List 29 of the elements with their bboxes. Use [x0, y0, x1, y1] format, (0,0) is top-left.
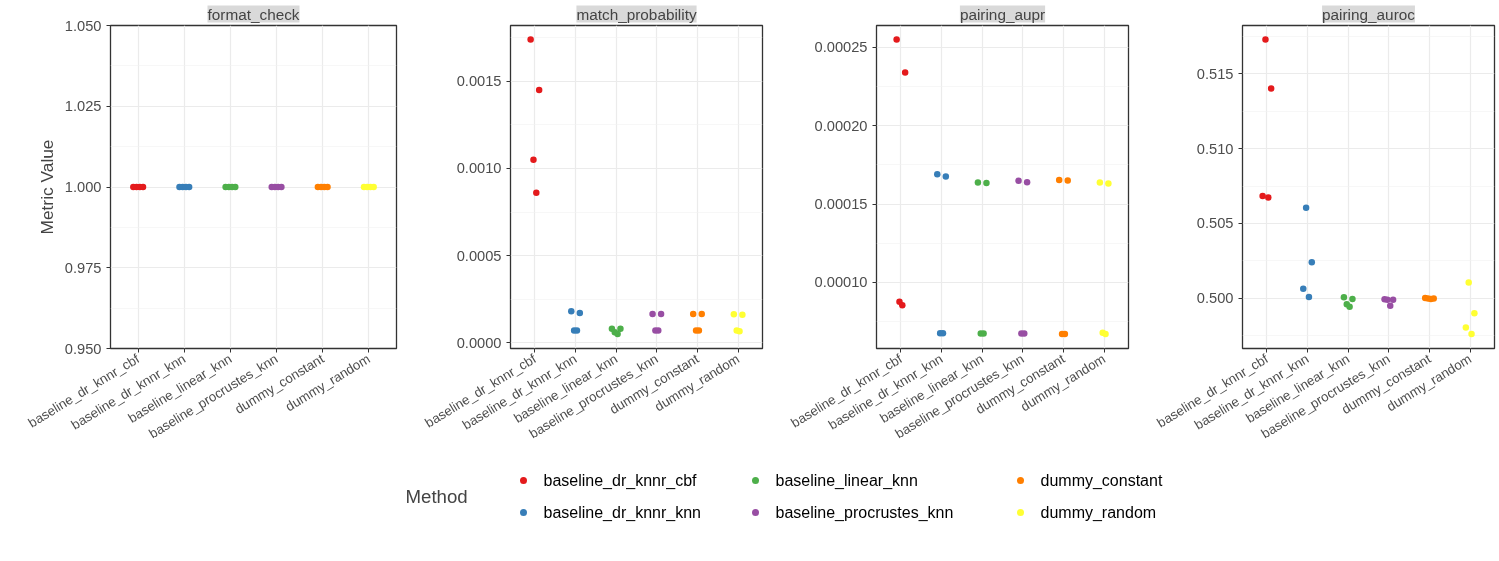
legend-title: Method — [405, 486, 468, 507]
y-tick-label: 0.00025 — [814, 39, 868, 56]
y-tick-label: 0.515 — [1196, 65, 1234, 82]
y-tick-label: 0.950 — [64, 340, 102, 357]
y-tick-label: 1.025 — [64, 98, 102, 115]
y-tick-label: 0.0005 — [456, 247, 502, 264]
chart-title: format_check — [207, 5, 300, 23]
y-tick-label: 0.505 — [1196, 215, 1234, 232]
y-tick-label: 0.00015 — [814, 196, 868, 213]
chart-title: pairing_aupr — [959, 5, 1046, 23]
legend-label: baseline_dr_knnr_cbf — [543, 472, 698, 490]
chart-title: pairing_auroc — [1322, 5, 1416, 23]
y-tick-label: 0.975 — [64, 259, 102, 276]
y-axis-title: Metric Value — [36, 139, 57, 235]
legend-label: baseline_procrustes_knn — [775, 504, 954, 522]
y-tick-label: 0.500 — [1196, 290, 1234, 307]
y-tick-label: 0.0010 — [456, 160, 502, 177]
y-tick-label: 1.000 — [64, 179, 102, 195]
y-tick-label: 0.00020 — [814, 117, 868, 134]
y-tick-label: 0.0000 — [456, 334, 502, 351]
chart-title: match_probability — [576, 5, 697, 23]
y-tick-label: 1.050 — [64, 17, 102, 34]
legend-label: baseline_linear_knn — [775, 472, 918, 490]
legend-label: baseline_dr_knnr_knn — [543, 504, 701, 522]
y-tick-label: 0.00010 — [814, 274, 868, 291]
legend-label: dummy_random — [1040, 504, 1157, 522]
legend-label: dummy_constant — [1040, 472, 1163, 490]
y-tick-label: 0.510 — [1196, 140, 1234, 157]
y-tick-label: 0.0015 — [456, 73, 502, 90]
